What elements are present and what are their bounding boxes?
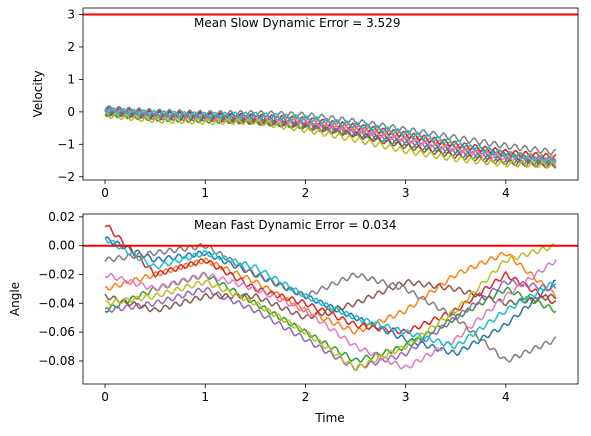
angle-series-line-2 [104, 251, 557, 335]
angle-ticks: 0 1 2 3 4 −0.08 −0.06 −0.04 −0.02 0.00 0.02 [38, 210, 509, 404]
angle-ytick-label: 0.02 [48, 210, 75, 224]
velocity-xtick-label: 4 [502, 186, 510, 200]
angle-xtick-label: 3 [402, 390, 410, 404]
angle-series-line-10 [104, 237, 557, 350]
velocity-series-line-10 [104, 107, 557, 164]
angle-series-line-9 [104, 243, 557, 372]
angle-series-layer [104, 224, 557, 372]
velocity-series-line-8 [104, 104, 557, 156]
angle-ytick-label: 0.00 [48, 239, 75, 253]
angle-ytick-label: −0.08 [38, 354, 75, 368]
velocity-ytick-label: 0 [67, 105, 75, 119]
velocity-xtick-label: 3 [402, 186, 410, 200]
velocity-ytick-label: −2 [57, 170, 75, 184]
angle-ytick-label: −0.04 [38, 296, 75, 310]
angle-series-line-6 [104, 278, 557, 320]
angle-series-line-5 [104, 279, 557, 371]
velocity-ytick-label: 1 [67, 72, 75, 86]
velocity-ticks: 0 1 2 3 4 −2 −1 0 1 2 3 [57, 7, 509, 200]
angle-xtick-label: 2 [302, 390, 310, 404]
velocity-axes-frame [82, 7, 579, 181]
velocity-xtick-label: 2 [302, 186, 310, 200]
angle-series-line-7 [104, 259, 557, 370]
velocity-ylabel: Velocity [31, 70, 45, 117]
velocity-ytick-label: 2 [67, 40, 75, 54]
angle-series-line-1 [104, 236, 557, 357]
velocity-ytick-label: −1 [57, 137, 75, 151]
angle-xlabel: Time [314, 411, 344, 425]
angle-xtick-label: 4 [502, 390, 510, 404]
angle-series-line-8 [104, 242, 557, 363]
velocity-xtick-label: 0 [101, 186, 109, 200]
angle-ytick-label: −0.02 [38, 268, 75, 282]
angle-axes-frame [82, 213, 579, 385]
angle-ytick-label: −0.06 [38, 325, 75, 339]
velocity-series-line-6 [104, 110, 557, 169]
angle-xtick-label: 0 [101, 390, 109, 404]
angle-title: Mean Fast Dynamic Error = 0.034 [194, 218, 396, 232]
angle-xtick-label: 1 [201, 390, 209, 404]
velocity-panel: 0 1 2 3 4 −2 −1 0 1 2 3 Mean Slow Dynamic Error = … [31, 7, 579, 200]
angle-panel: 0 1 2 3 4 −0.08 −0.06 −0.04 −0.02 0.00 0.02 Mean F… [8, 210, 579, 425]
velocity-series-line-9 [104, 111, 557, 169]
velocity-title: Mean Slow Dynamic Error = 3.529 [194, 16, 400, 30]
angle-ylabel: Angle [8, 282, 22, 316]
velocity-series-layer [104, 104, 557, 169]
velocity-ytick-label: 3 [67, 7, 75, 21]
velocity-xtick-label: 1 [201, 186, 209, 200]
